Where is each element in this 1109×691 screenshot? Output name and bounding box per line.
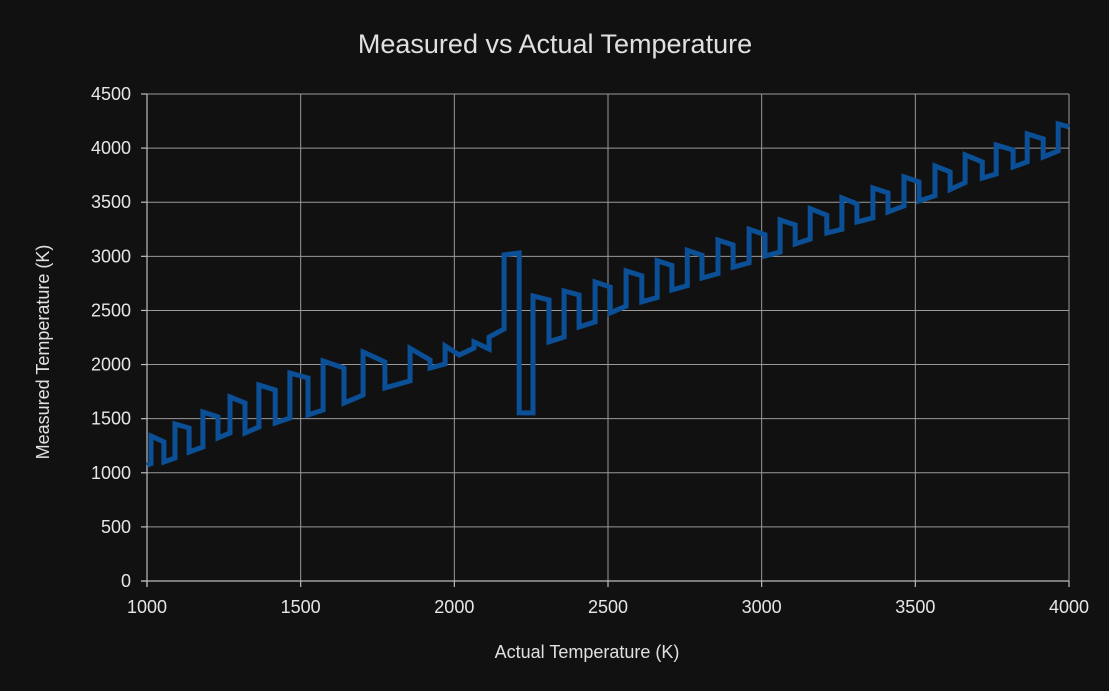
x-tick-label: 3500 <box>895 597 935 617</box>
x-tick-label: 1000 <box>127 597 167 617</box>
series-group <box>146 120 1070 468</box>
y-axis-label: Measured Temperature (K) <box>33 245 53 460</box>
x-axis-label: Actual Temperature (K) <box>495 642 680 662</box>
y-tick-label: 2500 <box>91 300 131 320</box>
x-tick-label: 2000 <box>434 597 474 617</box>
y-tick-labels: 0 500 1000 1500 2000 2500 3000 3500 4000 4500 <box>91 84 131 591</box>
y-tick-label: 500 <box>101 517 131 537</box>
x-tick-label: 1500 <box>281 597 321 617</box>
y-tick-label: 3000 <box>91 246 131 266</box>
y-tick-label: 2000 <box>91 355 131 375</box>
y-tick-label: 4500 <box>91 84 131 104</box>
y-tick-label: 4000 <box>91 138 131 158</box>
chart-title: Measured vs Actual Temperature <box>358 29 752 59</box>
x-tick-labels: 1000 1500 2000 2500 3000 3500 4000 <box>127 597 1089 617</box>
y-tick-label: 1500 <box>91 409 131 429</box>
x-tick-label: 2500 <box>588 597 628 617</box>
x-tick-label: 3000 <box>742 597 782 617</box>
y-tick-label: 0 <box>121 571 131 591</box>
y-tick-label: 1000 <box>91 463 131 483</box>
x-tick-label: 4000 <box>1049 597 1089 617</box>
grid-lines <box>141 93 1070 587</box>
y-tick-label: 3500 <box>91 192 131 212</box>
